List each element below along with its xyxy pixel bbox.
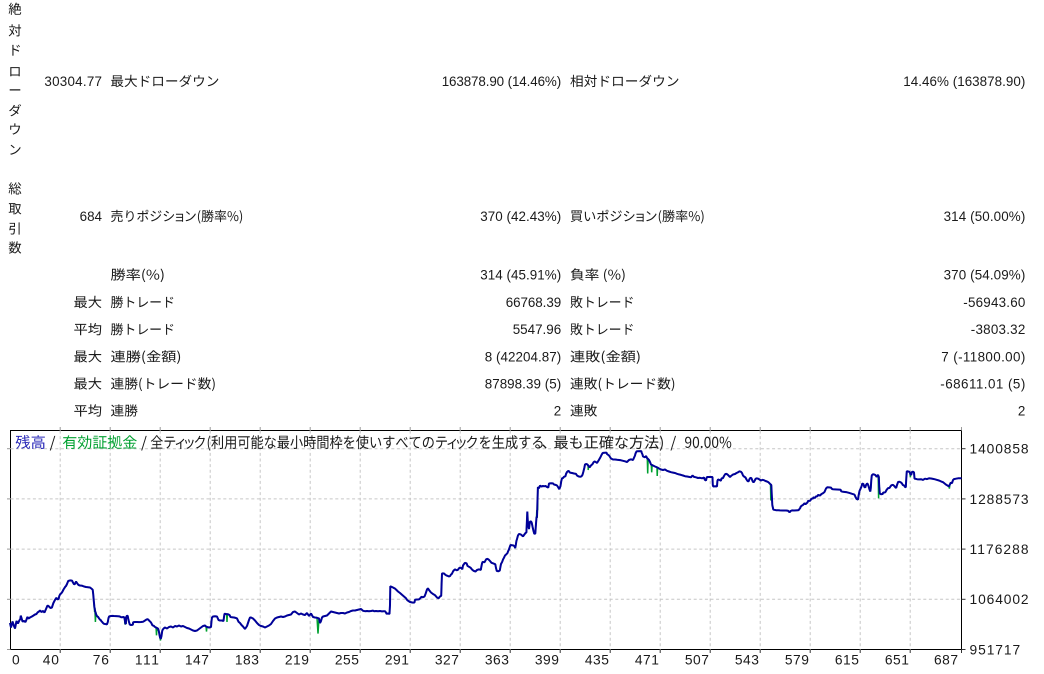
- svg-text:1288573: 1288573: [970, 492, 1029, 507]
- svg-text:1176288: 1176288: [970, 542, 1029, 557]
- svg-text:370 (42.43%): 370 (42.43%): [480, 209, 561, 224]
- svg-text:370 (54.09%): 370 (54.09%): [944, 268, 1026, 283]
- svg-text:291: 291: [385, 653, 409, 668]
- svg-text:615: 615: [835, 653, 859, 668]
- svg-text:687: 687: [934, 653, 958, 668]
- svg-text:1064002: 1064002: [970, 592, 1029, 607]
- svg-text:-3803.32: -3803.32: [971, 322, 1026, 337]
- svg-text:5547.96: 5547.96: [513, 322, 562, 337]
- svg-text:8 (42204.87): 8 (42204.87): [485, 349, 562, 364]
- svg-text:543: 543: [735, 653, 759, 668]
- svg-text:183: 183: [235, 653, 259, 668]
- svg-text:951717: 951717: [970, 642, 1021, 657]
- svg-text:163878.90 (14.46%): 163878.90 (14.46%): [442, 74, 562, 89]
- svg-text:66768.39: 66768.39: [506, 295, 562, 310]
- svg-text:363: 363: [485, 653, 509, 668]
- svg-text:435: 435: [585, 653, 609, 668]
- svg-text:0: 0: [12, 653, 20, 668]
- svg-text:7 (-11800.00): 7 (-11800.00): [941, 349, 1025, 364]
- svg-text:-68611.01 (5): -68611.01 (5): [940, 377, 1025, 392]
- svg-text:507: 507: [685, 653, 709, 668]
- svg-text:579: 579: [785, 653, 809, 668]
- svg-text:471: 471: [635, 653, 659, 668]
- svg-text:651: 651: [885, 653, 909, 668]
- svg-text:2: 2: [1018, 404, 1025, 419]
- svg-text:219: 219: [285, 653, 309, 668]
- svg-text:147: 147: [185, 653, 209, 668]
- svg-text:111: 111: [135, 653, 159, 668]
- svg-text:40: 40: [43, 653, 60, 668]
- svg-text:314 (50.00%): 314 (50.00%): [944, 209, 1026, 224]
- svg-text:-56943.60: -56943.60: [963, 295, 1025, 310]
- svg-text:14.46% (163878.90): 14.46% (163878.90): [903, 74, 1025, 89]
- svg-text:87898.39 (5): 87898.39 (5): [485, 377, 562, 392]
- svg-text:399: 399: [535, 653, 559, 668]
- svg-text:314 (45.91%): 314 (45.91%): [480, 268, 561, 283]
- svg-text:327: 327: [435, 653, 459, 668]
- svg-text:30304.77: 30304.77: [44, 74, 102, 89]
- svg-text:1400858: 1400858: [970, 442, 1029, 457]
- svg-text:76: 76: [93, 653, 110, 668]
- svg-text:255: 255: [335, 653, 359, 668]
- svg-text:2: 2: [554, 404, 561, 419]
- svg-text:684: 684: [80, 209, 103, 224]
